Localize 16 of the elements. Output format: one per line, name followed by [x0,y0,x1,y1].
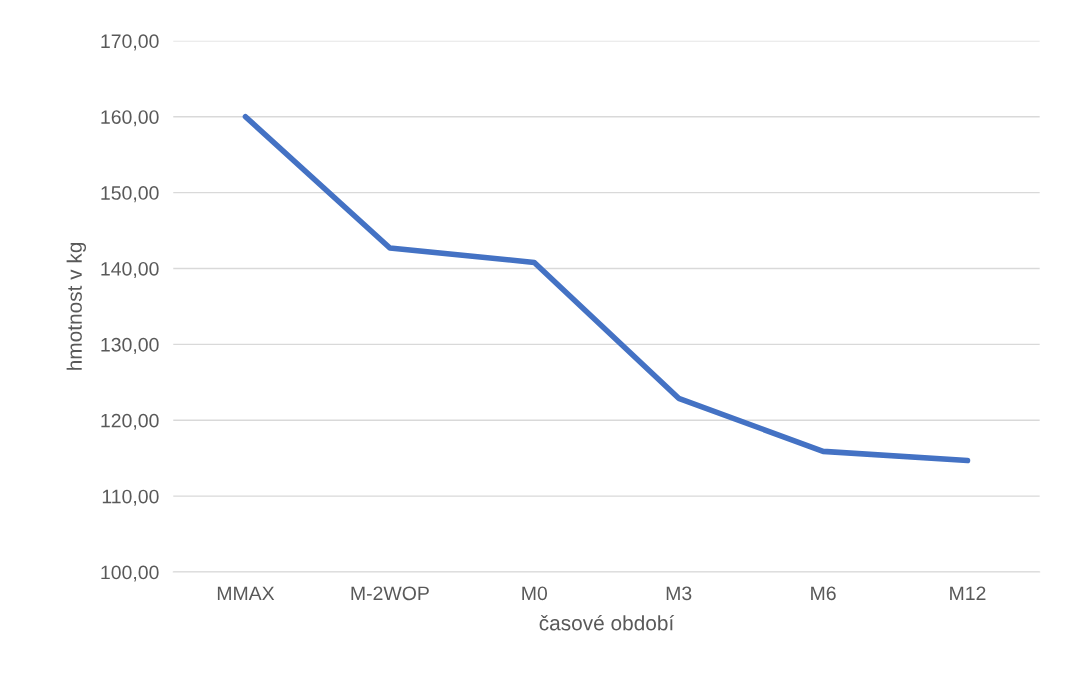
x-tick-label: M12 [950,586,986,601]
y-tick-label: 170,00 [101,34,159,51]
y-tick-label: 130,00 [101,337,159,354]
x-tick-label: M6 [811,586,836,601]
y-tick-label: 120,00 [101,413,159,430]
y-tick-label: 110,00 [102,489,159,506]
x-tick-label: M3 [666,586,692,601]
x-tick-label: MMAX [217,586,275,601]
y-tick-label: 150,00 [101,186,159,203]
x-axis-title: časové období [539,614,675,631]
y-axis-title: hmotnost v kg [66,242,87,370]
x-tick-label: M0 [522,586,548,601]
y-tick-label: 160,00 [101,110,159,127]
x-tick-label: M-2WOP [351,586,429,601]
y-tick-label: 140,00 [101,261,159,279]
y-tick-label: 100,00 [101,565,159,582]
